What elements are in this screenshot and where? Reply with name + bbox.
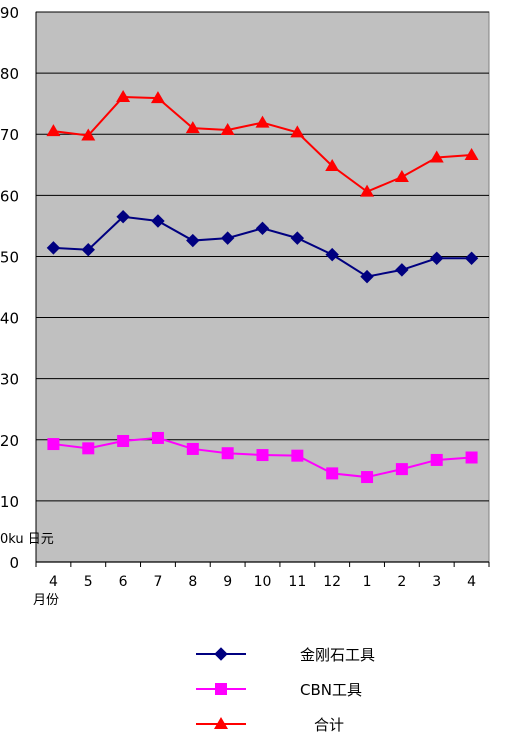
x-tick-label: 2	[397, 574, 406, 590]
series-1	[47, 431, 478, 484]
gridlines	[36, 11, 489, 563]
legend-label: 金刚石工具	[300, 646, 375, 664]
x-tick-label: 1	[363, 574, 372, 590]
data-point	[325, 247, 339, 262]
y-tick-label: 60	[0, 187, 19, 205]
data-point	[47, 438, 60, 451]
data-point	[360, 184, 375, 197]
data-point	[290, 125, 305, 138]
legend-item: 合计	[196, 716, 344, 734]
data-point	[394, 170, 409, 182]
data-point	[186, 233, 200, 248]
data-point	[255, 221, 270, 236]
x-tick-label: 10	[254, 574, 272, 590]
data-point	[291, 449, 304, 462]
data-point	[151, 431, 164, 444]
data-point	[46, 124, 61, 137]
series-2	[46, 89, 479, 197]
data-point	[46, 241, 61, 255]
data-point	[221, 447, 234, 460]
x-tick-label: 8	[188, 574, 197, 590]
x-tick-label: 7	[154, 574, 163, 590]
y-axis: 0 10 20 30 40 50 60 70 80 90	[0, 4, 37, 572]
y-tick-label: 50	[0, 248, 19, 266]
data-point	[220, 231, 235, 245]
data-point	[150, 91, 165, 104]
x-tick-label: 12	[323, 574, 341, 590]
data-point	[290, 231, 305, 245]
x-tick-label: 11	[288, 574, 306, 590]
data-point	[430, 251, 444, 265]
plot-area	[35, 11, 490, 563]
x-axis-label: 月份	[33, 593, 59, 608]
data-point	[82, 442, 95, 455]
x-tick-label: 4	[467, 574, 476, 590]
data-point	[361, 471, 374, 484]
y-tick-label: 20	[0, 432, 19, 450]
data-point	[360, 269, 374, 284]
legend-item: CBN工具	[196, 681, 362, 699]
data-point	[185, 121, 200, 134]
y-axis-unit-label: 0ku 日元	[0, 532, 54, 547]
x-tick-label: 6	[119, 574, 128, 590]
legend-marker	[214, 647, 228, 661]
x-tick-label: 9	[223, 574, 232, 590]
legend-label: 合计	[314, 716, 344, 734]
legend-item: 金刚石工具	[196, 646, 375, 664]
data-point	[81, 128, 96, 141]
data-point	[395, 463, 408, 476]
y-tick-label: 30	[0, 371, 19, 389]
y-tick-label: 40	[0, 310, 19, 328]
data-point	[116, 210, 130, 224]
data-point	[186, 442, 199, 455]
data-point	[151, 214, 165, 228]
legend-marker	[215, 683, 227, 695]
data-point	[326, 467, 339, 480]
x-tick-label: 4	[49, 574, 58, 590]
x-tick-label: 3	[432, 574, 441, 590]
y-tick-label: 10	[0, 493, 19, 511]
y-tick-label: 70	[0, 126, 19, 144]
data-point	[220, 122, 235, 135]
y-tick-label: 90	[0, 4, 19, 22]
data-point	[430, 453, 443, 466]
y-tick-label: 80	[0, 65, 19, 83]
data-point	[395, 263, 409, 277]
x-tick-label: 5	[84, 574, 93, 590]
data-point	[81, 243, 95, 257]
y-tick-label: 0	[9, 554, 19, 572]
data-point	[465, 451, 478, 464]
series-0	[46, 210, 479, 284]
series-group	[46, 89, 479, 484]
data-point	[256, 449, 269, 462]
data-point	[464, 251, 479, 265]
data-point	[117, 435, 130, 447]
data-point	[255, 115, 270, 128]
data-point	[429, 150, 444, 163]
x-axis: 4 5 6 7 8 9 10 11 12 1 2 3 4	[35, 561, 490, 590]
legend-label: CBN工具	[300, 681, 362, 699]
data-point	[464, 148, 479, 160]
data-point	[325, 159, 340, 171]
legend-marker	[214, 717, 228, 729]
data-point	[116, 89, 131, 102]
